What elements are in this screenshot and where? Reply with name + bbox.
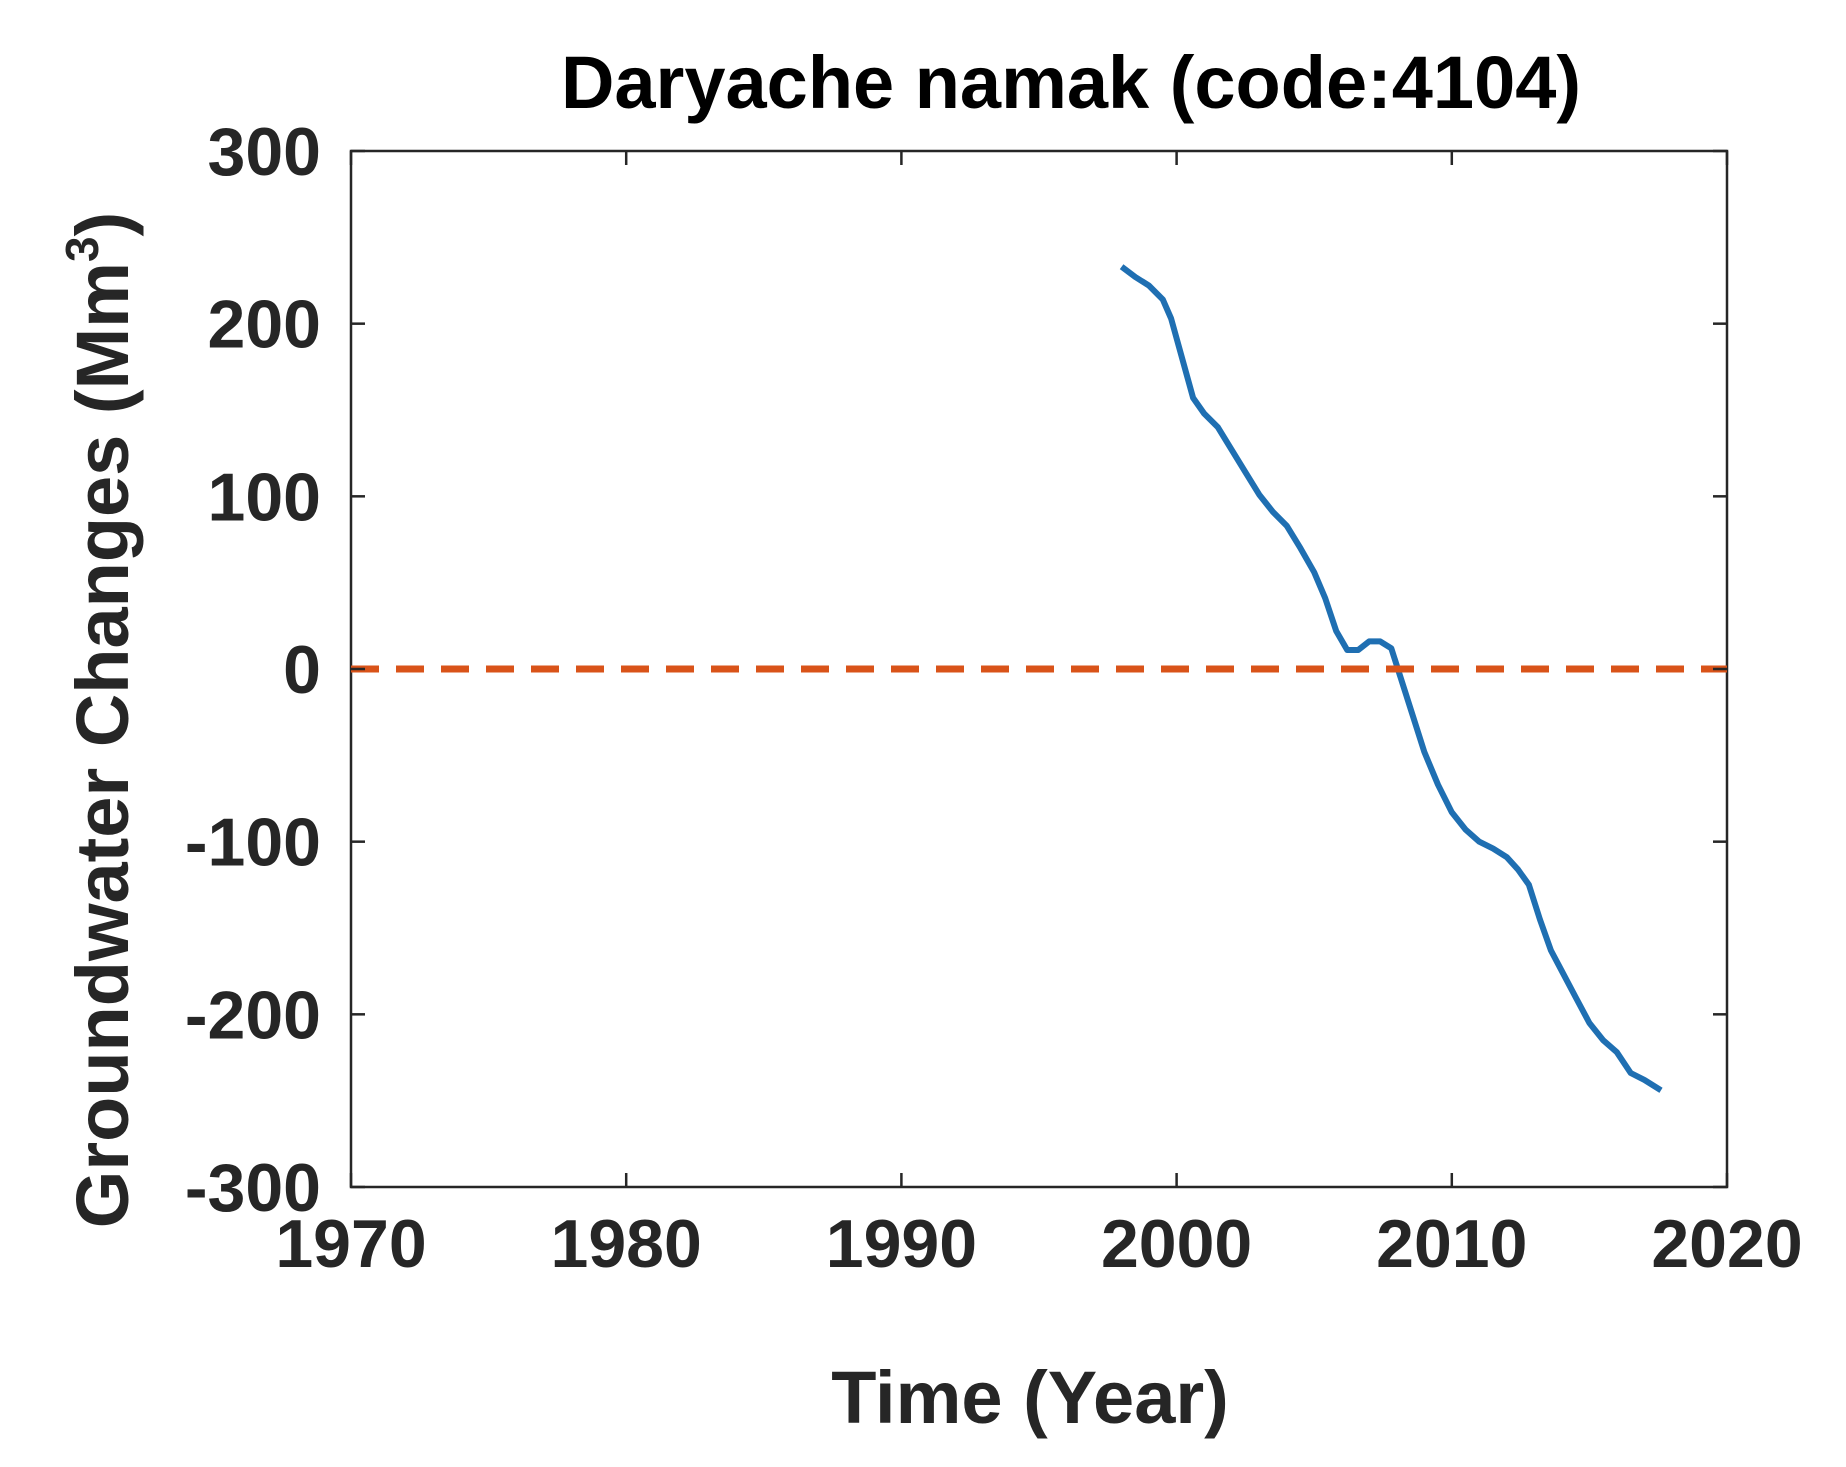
y-tick-label: 100: [208, 459, 321, 535]
y-tick-label: 0: [283, 632, 321, 708]
y-axis-label-main: Groundwater Changes (Mm: [61, 262, 144, 1228]
y-tick-label: 200: [208, 287, 321, 363]
y-tick-label: -300: [185, 1150, 321, 1226]
plot-area: [349, 149, 1729, 1189]
y-axis-label-close: ): [61, 212, 144, 237]
y-tick-label: 300: [208, 114, 321, 190]
x-tick-label: 2010: [1376, 1206, 1527, 1282]
groundwater-series-line: [1119, 264, 1663, 1093]
y-axis-label-superscript: 3: [56, 236, 108, 262]
y-tick-label: -100: [185, 805, 321, 881]
x-tick-label: 1990: [826, 1206, 977, 1282]
y-tick-label: -200: [185, 977, 321, 1053]
chart-title: Daryache namak (code:4104): [561, 41, 1581, 124]
x-tick-label: 1980: [551, 1206, 702, 1282]
x-tick-label: 2020: [1651, 1206, 1802, 1282]
y-axis: -300 -200 -100 0 100 200 300: [185, 114, 1727, 1226]
x-axis: 1970 1980 1990 2000 2010 2020: [275, 151, 1803, 1282]
x-tick-label: 1970: [275, 1206, 426, 1282]
y-axis-label: Groundwater Changes (Mm3): [56, 212, 144, 1228]
x-tick-label: 2000: [1101, 1206, 1252, 1282]
x-axis-label: Time (Year): [831, 1356, 1229, 1439]
